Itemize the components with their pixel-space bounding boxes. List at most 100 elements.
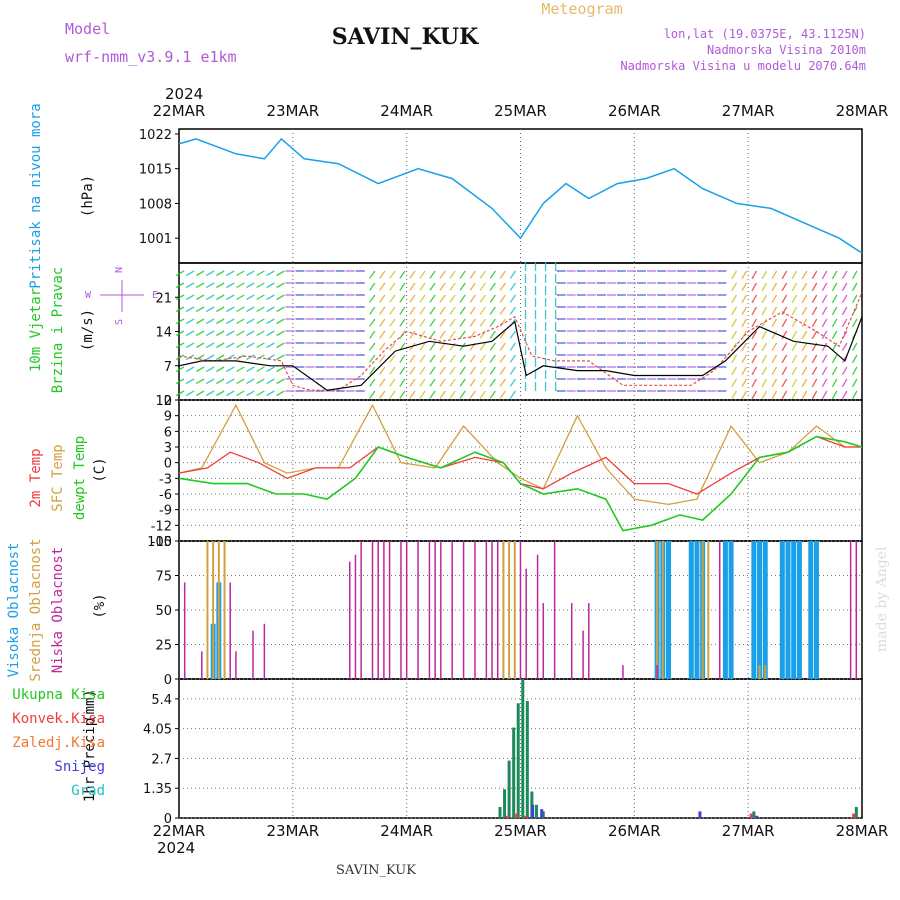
watermark: made by Angel — [874, 546, 890, 652]
wind-barb — [399, 378, 406, 387]
wind-barb — [429, 378, 436, 387]
wind-barb — [409, 318, 416, 327]
precip-bar-0 — [516, 703, 520, 818]
wind-barb — [379, 270, 386, 279]
wind-barb — [801, 282, 808, 292]
wind-barb — [489, 270, 496, 279]
wind-barb — [175, 306, 185, 313]
precip-bar-0 — [541, 811, 545, 818]
wind-barb — [419, 294, 426, 303]
station-title: SAVIN_KUK — [332, 24, 479, 50]
wind-barb — [469, 282, 476, 291]
wind-barb — [266, 306, 275, 313]
wind-barb — [751, 366, 758, 376]
wind-barb — [761, 342, 768, 352]
wind-barb — [479, 390, 486, 399]
wind-barb — [185, 390, 195, 397]
wind-barb — [226, 330, 235, 337]
model-label: Model — [65, 20, 110, 38]
wind-barb — [821, 342, 828, 352]
wind-barb — [781, 390, 788, 400]
x-tick-label-bottom: 23MAR — [266, 822, 319, 840]
y-tick-label: -15 — [151, 535, 172, 550]
precip-bar-0 — [503, 789, 507, 818]
wind-barb — [195, 342, 205, 349]
wind-barb — [439, 390, 446, 399]
wind-barb — [236, 294, 245, 301]
wind-barb — [419, 306, 426, 315]
precip-bar-0 — [521, 679, 525, 818]
precip-bar-2 — [698, 811, 702, 818]
wind-barb — [751, 390, 758, 400]
model-name: wrf-nmm_v3.9.1 e1km — [65, 48, 237, 66]
wind-barb — [256, 294, 265, 301]
wind-barb — [479, 342, 486, 351]
wind-barb — [175, 330, 185, 337]
product-label: Meteogram — [541, 0, 622, 18]
wind-barb — [751, 270, 758, 280]
y-tick-label: 1.35 — [143, 782, 172, 797]
wind-barb — [185, 270, 195, 277]
wind-barb — [399, 366, 406, 375]
wind-barb — [379, 294, 386, 303]
y-tick-label: 6 — [164, 425, 172, 440]
wind-barb — [509, 366, 516, 375]
wind-barb — [369, 306, 376, 315]
wind-barb — [509, 378, 516, 387]
compass-s: S — [114, 319, 125, 325]
wind-barb — [276, 306, 285, 313]
wind-barb — [276, 270, 285, 277]
x-tick-label-top: 23MAR — [266, 102, 319, 120]
wind-barb — [399, 306, 406, 315]
wind-barb — [801, 354, 808, 364]
wind-barb — [801, 390, 808, 400]
wind-barb — [801, 318, 808, 328]
wind-barb — [741, 318, 748, 328]
wind-barb — [801, 306, 808, 316]
wind-barb — [266, 390, 275, 397]
wind-barb — [499, 306, 506, 315]
wind-barb — [429, 366, 436, 375]
wind-barb — [771, 330, 778, 340]
precip-bar-0 — [854, 806, 858, 818]
wind-barb — [751, 378, 758, 388]
wind-barb — [205, 342, 215, 349]
wind-barb — [731, 330, 737, 340]
wind-barb — [479, 294, 486, 303]
wind-barb — [439, 318, 446, 327]
wind-barb — [276, 282, 285, 289]
wind-barb — [185, 306, 195, 313]
wind-barb — [449, 294, 456, 303]
wind-barb — [236, 390, 245, 397]
wind-barb — [841, 294, 848, 304]
wind-barb — [851, 318, 858, 328]
wind-barb — [731, 378, 737, 388]
wind-barb — [379, 354, 386, 363]
wind-barb — [499, 330, 506, 339]
wind-barb — [751, 306, 758, 316]
wind-barb — [195, 294, 205, 301]
y-axis-label: SFC Temp — [50, 444, 66, 511]
wind-barb — [489, 366, 496, 375]
wind-barb — [751, 294, 758, 304]
wind-barb — [831, 342, 838, 352]
y-tick-label: 100 — [147, 535, 172, 550]
precip-bar-1 — [515, 813, 519, 818]
wind-barb — [389, 270, 396, 279]
wind-barb — [429, 330, 436, 339]
wind-barb — [469, 390, 476, 399]
wind-barb — [509, 342, 516, 351]
precip-legend-item: Konvek.Kisa — [12, 711, 105, 727]
wind-barb — [449, 282, 456, 291]
wind-barb — [771, 378, 778, 388]
precip-bar-0 — [752, 811, 756, 818]
wind-barb — [509, 270, 516, 279]
x-tick-label-bottom: 25MAR — [494, 822, 547, 840]
wind-barb — [449, 270, 456, 279]
wind-barb — [771, 342, 778, 352]
wind-barb — [276, 390, 285, 397]
y-axis-label: 2m Temp — [28, 448, 44, 507]
wind-barb — [266, 330, 275, 337]
wind-barb — [216, 282, 225, 289]
compass-w: W — [85, 290, 92, 301]
